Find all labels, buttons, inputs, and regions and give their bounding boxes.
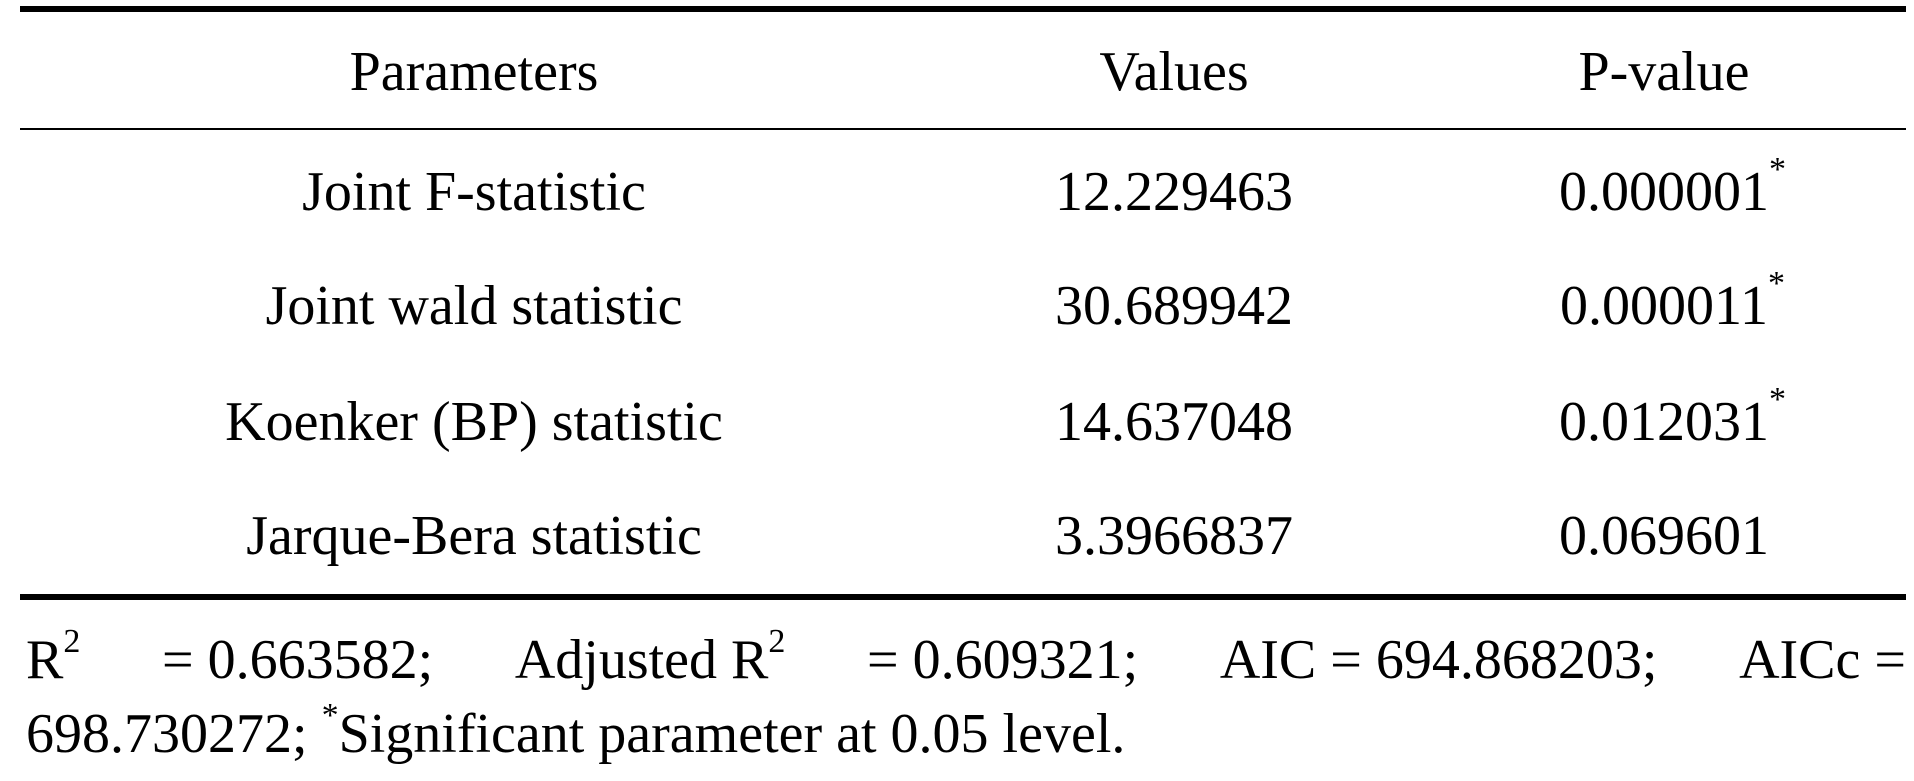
row-4-value: 3.3966837 [1055, 505, 1293, 567]
footnote-r2-label: R2 [26, 625, 80, 692]
top-rule [20, 6, 1906, 12]
footnote-line-2: 698.730272; *Significant parameter at 0.… [26, 699, 1906, 766]
row-4-p-value: 0.069601 [1559, 505, 1769, 567]
row-1-p-value-cell: 0.000001 * [1559, 153, 1786, 223]
header-p-value: P-value [1578, 41, 1750, 103]
header-parameters: Parameters [349, 41, 599, 103]
row-3-p-value-text: 0.012031 [1559, 391, 1769, 453]
footnote-adjusted-r2-label: Adjusted R2 [514, 625, 786, 692]
row-2-p-value-cell: 0.000011 * [1560, 267, 1785, 337]
r2-letter: R [26, 629, 64, 691]
row-2-value: 30.689942 [1055, 275, 1293, 337]
footnote-adjusted-r2-value: = 0.609321; [867, 629, 1139, 691]
row-4-parameter: Jarque-Bera statistic [246, 505, 702, 567]
header-rule [20, 128, 1906, 130]
row-3-value: 14.637048 [1055, 391, 1293, 453]
header-values: Values [1099, 41, 1249, 103]
row-3-significance-mark: * [1769, 381, 1786, 418]
footnote-line-1: R2 = 0.663582; Adjusted R2 = 0.609321; A… [26, 625, 1906, 692]
row-3-p-value-cell: 0.012031 * [1559, 383, 1786, 453]
footnote-aicc-label: AICc = [1739, 629, 1906, 691]
row-1-p-value-text: 0.000001 [1559, 161, 1769, 223]
adjusted-r2-letters: Adjusted R [514, 629, 769, 691]
row-1-p-value: 0.000001 * [1559, 153, 1786, 223]
adjusted-r2-superscript: 2 [768, 623, 786, 660]
row-4-p-value-text: 0.069601 [1559, 505, 1769, 567]
footnote-significance-text: Significant parameter at 0.05 level. [338, 703, 1126, 765]
row-1-significance-mark: * [1769, 151, 1786, 188]
row-2-significance-mark: * [1767, 265, 1785, 302]
row-2-parameter: Joint wald statistic [265, 275, 683, 337]
row-4-p-value-cell: 0.069601 [1559, 508, 1769, 564]
r2-superscript: 2 [63, 623, 81, 660]
footnote-r2-value: = 0.663582; [162, 629, 434, 691]
footnote-aic: AIC = 694.868203; [1219, 629, 1658, 691]
row-3-parameter: Koenker (BP) statistic [225, 391, 723, 453]
row-1-value: 12.229463 [1055, 161, 1293, 223]
row-3-p-value: 0.012031 * [1559, 383, 1786, 453]
footnote-significance-mark: * [321, 697, 339, 734]
row-1-parameter: Joint F-statistic [302, 161, 646, 223]
row-2-p-value: 0.000011 * [1560, 267, 1785, 337]
bottom-rule [20, 594, 1906, 600]
footnote-aicc-value: 698.730272; [26, 703, 308, 765]
row-2-p-value-text: 0.000011 [1560, 275, 1768, 337]
